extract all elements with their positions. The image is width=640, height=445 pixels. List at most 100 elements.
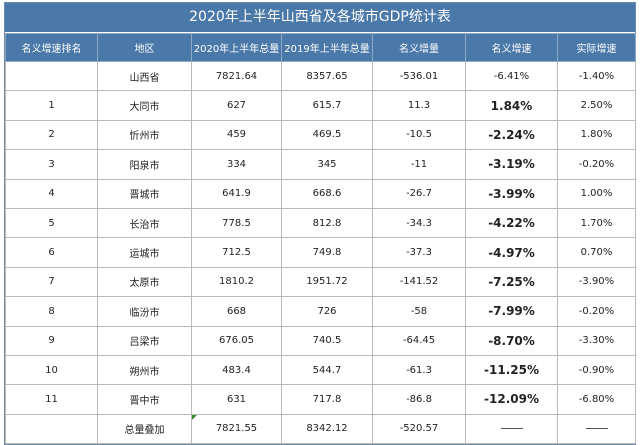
gdp-2020-cell: 627 (191, 90, 282, 121)
real-growth-cell: -3.90% (557, 266, 636, 298)
real-growth-cell: 1.70% (557, 207, 636, 239)
gdp-2020-cell: 7821.64 (191, 60, 282, 92)
nominal-growth-cell: -12.09% (465, 384, 558, 415)
nominal-growth-cell: -3.99% (465, 178, 558, 209)
total-increment-cell: -520.57 (372, 413, 466, 445)
region-cell: 朔州市 (97, 354, 192, 386)
rank-cell: 5 (5, 207, 98, 239)
table-row: 4 晋城市 641.9 668.6 -26.7 -3.99% 1.00% (5, 178, 636, 209)
region-cell: 山西省 (97, 60, 192, 92)
table-row: 5 长治市 778.5 812.8 -34.3 -4.22% 1.70% (5, 207, 636, 239)
real-growth-cell: 1.80% (557, 119, 636, 151)
table-row: 2 忻州市 459 469.5 -10.5 -2.24% 1.80% (5, 119, 636, 151)
gdp-2020-cell: 483.4 (191, 354, 282, 386)
increment-cell: -86.8 (372, 384, 466, 415)
increment-cell: -58 (372, 296, 466, 327)
increment-cell: -141.52 (372, 266, 466, 298)
gdp-2019-cell: 615.7 (281, 90, 373, 121)
increment-cell: -37.3 (372, 237, 466, 268)
gdp-2019-cell: 740.5 (281, 325, 373, 356)
gdp-2020-cell: 676.05 (191, 325, 282, 356)
gdp-2020-cell: 459 (191, 119, 282, 151)
gdp-2020-cell: 631 (191, 384, 282, 415)
nominal-growth-cell: -7.25% (465, 266, 558, 298)
real-growth-cell: -6.80% (557, 384, 636, 415)
real-growth-cell: -3.30% (557, 325, 636, 356)
header-row: 名义增速排名 地区 2020年上半年总量 2019年上半年总量 名义增量 名义增… (5, 33, 636, 62)
table-body: 山西省 7821.64 8357.65 -536.01 -6.41% -1.40% 1 大同市… (5, 60, 636, 445)
nominal-growth-cell: -2.24% (465, 119, 558, 151)
total-label-cell: 总量叠加 (97, 413, 192, 445)
rank-cell: 6 (5, 237, 98, 268)
gdp-2019-cell: 726 (281, 296, 373, 327)
gdp-2020-cell: 668 (191, 296, 282, 327)
nominal-growth-cell: -4.22% (465, 207, 558, 239)
rank-cell: 9 (5, 325, 98, 356)
header-real-growth: 实际增速 (557, 33, 636, 62)
rank-cell: 8 (5, 296, 98, 327)
nominal-growth-cell: -3.19% (465, 149, 558, 180)
nominal-growth-cell: -11.25% (465, 354, 558, 386)
header-gdp-2020: 2020年上半年总量 (191, 33, 282, 62)
gdp-2019-cell: 717.8 (281, 384, 373, 415)
real-growth-cell: 0.70% (557, 237, 636, 268)
nominal-growth-cell: -6.41% (465, 60, 558, 92)
rank-cell: 7 (5, 266, 98, 298)
table-row: 6 运城市 712.5 749.8 -37.3 -4.97% 0.70% (5, 237, 636, 268)
real-growth-cell: -0.20% (557, 149, 636, 180)
region-cell: 忻州市 (97, 119, 192, 151)
region-cell: 临汾市 (97, 296, 192, 327)
increment-cell: -26.7 (372, 178, 466, 209)
real-growth-cell: -1.40% (557, 60, 636, 92)
region-cell: 阳泉市 (97, 149, 192, 180)
gdp-2020-cell: 778.5 (191, 207, 282, 239)
gdp-table-sheet: 2020年上半年山西省及各城市GDP统计表 名义增速排名 地区 2020年上半年… (4, 2, 636, 445)
header-gdp-2019: 2019年上半年总量 (281, 33, 373, 62)
gdp-table: 名义增速排名 地区 2020年上半年总量 2019年上半年总量 名义增量 名义增… (5, 33, 636, 445)
rank-cell: 11 (5, 384, 98, 415)
header-increment: 名义增量 (372, 33, 466, 62)
increment-cell: -34.3 (372, 207, 466, 239)
increment-cell: -10.5 (372, 119, 466, 151)
rank-cell: 10 (5, 354, 98, 386)
gdp-2020-cell: 641.9 (191, 178, 282, 209)
header-region: 地区 (97, 33, 192, 62)
real-growth-cell: -0.90% (557, 354, 636, 386)
table-row: 11 晋中市 631 717.8 -86.8 -12.09% -6.80% (5, 384, 636, 415)
region-cell: 吕梁市 (97, 325, 192, 356)
table-row: 3 阳泉市 334 345 -11 -3.19% -0.20% (5, 149, 636, 180)
table-title: 2020年上半年山西省及各城市GDP统计表 (5, 3, 635, 33)
gdp-2019-cell: 544.7 (281, 354, 373, 386)
gdp-2020-cell: 1810.2 (191, 266, 282, 298)
nominal-growth-cell: -4.97% (465, 237, 558, 268)
header-rank: 名义增速排名 (5, 33, 98, 62)
dash-mark (500, 427, 523, 429)
increment-cell: -64.45 (372, 325, 466, 356)
table-row: 1 大同市 627 615.7 11.3 1.84% 2.50% (5, 90, 636, 121)
gdp-2020-cell: 712.5 (191, 237, 282, 268)
header-nominal-growth: 名义增速 (465, 33, 558, 62)
total-gdp-2020-cell: 7821.55 (191, 413, 282, 445)
gdp-2019-cell: 1951.72 (281, 266, 373, 298)
table-row: 山西省 7821.64 8357.65 -536.01 -6.41% -1.40% (5, 60, 636, 92)
region-cell: 晋中市 (97, 384, 192, 415)
total-gdp-2019-cell: 8342.12 (281, 413, 373, 445)
table-row: 8 临汾市 668 726 -58 -7.99% -0.20% (5, 296, 636, 327)
total-rank-cell (5, 413, 98, 445)
table-row: 9 吕梁市 676.05 740.5 -64.45 -8.70% -3.30% (5, 325, 636, 356)
total-nominal-growth-cell (465, 413, 558, 445)
table-row: 10 朔州市 483.4 544.7 -61.3 -11.25% -0.90% (5, 354, 636, 386)
region-cell: 运城市 (97, 237, 192, 268)
gdp-2019-cell: 749.8 (281, 237, 373, 268)
region-cell: 晋城市 (97, 178, 192, 209)
total-row: 总量叠加 7821.55 8342.12 -520.57 (5, 413, 636, 445)
real-growth-cell: 2.50% (557, 90, 636, 121)
region-cell: 大同市 (97, 90, 192, 121)
rank-cell: 1 (5, 90, 98, 121)
region-cell: 长治市 (97, 207, 192, 239)
gdp-2019-cell: 8357.65 (281, 60, 373, 92)
nominal-growth-cell: -8.70% (465, 325, 558, 356)
nominal-growth-cell: 1.84% (465, 90, 558, 121)
nominal-growth-cell: -7.99% (465, 296, 558, 327)
gdp-2020-cell: 334 (191, 149, 282, 180)
